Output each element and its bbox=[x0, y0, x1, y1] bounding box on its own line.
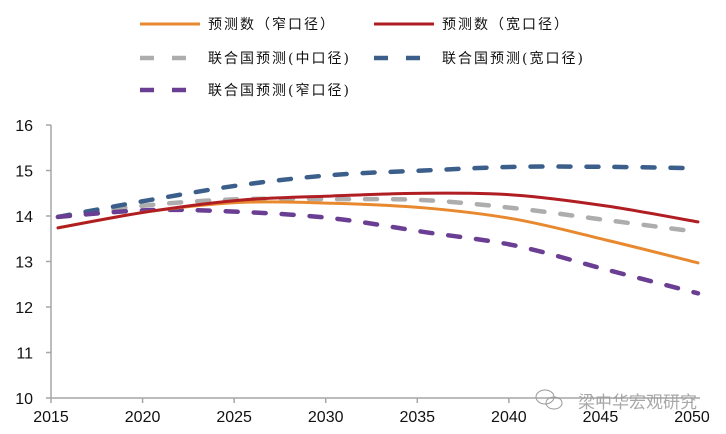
x-tick-label: 2025 bbox=[216, 409, 252, 426]
y-tick-label: 14 bbox=[15, 209, 33, 226]
legend-item: 预测数（宽口径） bbox=[374, 16, 570, 33]
series-line-3 bbox=[55, 164, 701, 220]
x-tick-label: 2050 bbox=[674, 409, 710, 426]
legend-label: 联合国预测(窄口径) bbox=[208, 82, 351, 99]
x-tick-label: 2015 bbox=[33, 409, 69, 426]
legend: 预测数（窄口径） 预测数（宽口径） 联合国预测(中口径) 联合国预测(宽口径) 联合国预… bbox=[140, 16, 585, 99]
legend-label: 联合国预测(中口径) bbox=[208, 51, 351, 67]
x-tick-label: 2040 bbox=[491, 409, 527, 426]
axes bbox=[50, 125, 700, 399]
x-ticks: 2015 2020 2025 2030 2035 2040 2045 2050 bbox=[33, 398, 710, 426]
series-line-2 bbox=[55, 196, 701, 235]
y-tick-label: 13 bbox=[15, 255, 33, 272]
legend-item: 预测数（窄口径） bbox=[140, 16, 336, 33]
legend-label: 预测数（窄口径） bbox=[208, 16, 336, 33]
wechat-icon bbox=[535, 389, 563, 410]
watermark-text: 梁中华宏观研究 bbox=[578, 393, 697, 413]
legend-item: 联合国预测(窄口径) bbox=[140, 82, 351, 99]
x-tick-label: 2045 bbox=[583, 409, 619, 426]
y-tick-label: 11 bbox=[16, 346, 33, 363]
series-group bbox=[55, 164, 701, 296]
x-tick-label: 2020 bbox=[125, 409, 161, 426]
y-tick-label: 10 bbox=[15, 391, 33, 408]
y-tick-label: 12 bbox=[15, 300, 33, 317]
series-line-1 bbox=[56, 191, 700, 230]
legend-item: 联合国预测(宽口径) bbox=[374, 50, 585, 67]
legend-label: 联合国预测(宽口径) bbox=[442, 50, 585, 67]
y-tick-label: 15 bbox=[15, 164, 33, 181]
y-ticks: 10 11 12 13 14 15 16 bbox=[15, 118, 51, 408]
x-tick-label: 2035 bbox=[399, 409, 435, 426]
watermark: 梁中华宏观研究 bbox=[535, 389, 697, 413]
series-line-4 bbox=[55, 207, 701, 296]
y-tick-label: 16 bbox=[15, 118, 33, 135]
legend-item: 联合国预测(中口径) bbox=[140, 51, 351, 67]
x-tick-label: 2030 bbox=[308, 409, 344, 426]
legend-label: 预测数（宽口径） bbox=[442, 16, 570, 33]
